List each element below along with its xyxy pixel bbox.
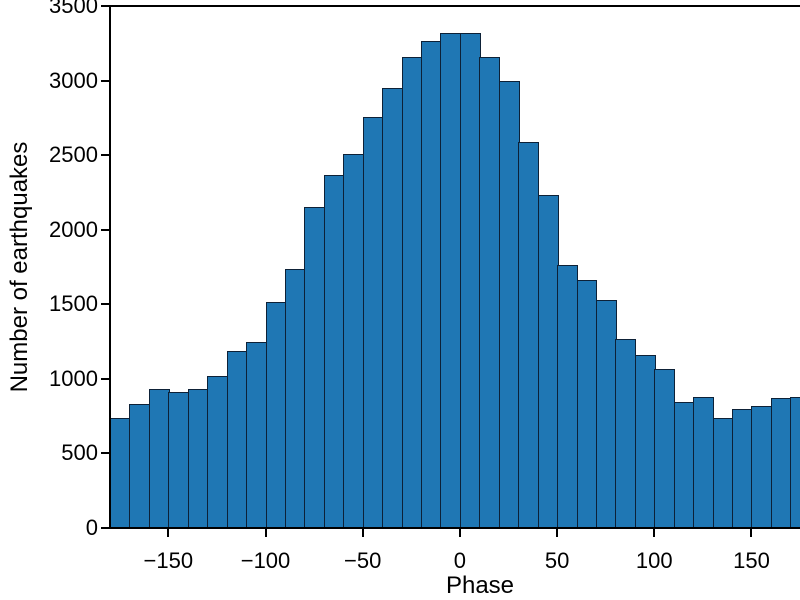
histogram-bar bbox=[110, 417, 131, 528]
y-tick-mark bbox=[101, 79, 109, 82]
histogram-bar bbox=[148, 389, 170, 528]
x-tick-mark bbox=[361, 529, 364, 537]
histogram-bar bbox=[654, 369, 676, 528]
y-tick-mark bbox=[101, 228, 109, 231]
histogram-bar bbox=[207, 375, 229, 528]
histogram-bar bbox=[323, 174, 345, 528]
histogram-bar bbox=[537, 195, 559, 528]
histogram-bar bbox=[265, 302, 287, 528]
histogram-bar bbox=[673, 401, 695, 528]
y-tick-label: 1500 bbox=[49, 291, 98, 317]
x-tick-label: 0 bbox=[453, 548, 467, 573]
histogram-bar bbox=[246, 342, 267, 528]
histogram-bar bbox=[421, 41, 442, 528]
x-axis-spine bbox=[109, 527, 800, 529]
histogram-bar bbox=[557, 264, 579, 528]
histogram-bar bbox=[479, 57, 501, 528]
y-tick-label: 3500 bbox=[49, 0, 98, 18]
y-tick-mark bbox=[101, 452, 109, 455]
x-tick-label: −100 bbox=[240, 548, 291, 573]
histogram-bar bbox=[751, 405, 773, 528]
histogram-bar bbox=[284, 268, 306, 528]
histogram-bar bbox=[382, 88, 404, 528]
histogram-bar bbox=[440, 32, 462, 528]
x-tick-mark bbox=[458, 529, 461, 537]
histogram-bar bbox=[732, 408, 753, 528]
histogram-bar bbox=[634, 355, 656, 528]
top-spine bbox=[109, 5, 800, 7]
histogram-bar bbox=[187, 388, 209, 528]
y-tick-mark bbox=[101, 5, 109, 7]
histogram-bar bbox=[401, 56, 423, 528]
histogram-bar bbox=[304, 207, 326, 528]
histogram-bar bbox=[343, 153, 365, 528]
x-tick-mark bbox=[750, 529, 753, 537]
x-tick-mark bbox=[556, 529, 559, 537]
x-tick-label: 150 bbox=[733, 548, 770, 573]
y-axis-label: Number of earthquakes bbox=[6, 141, 33, 393]
histogram-bar bbox=[770, 397, 792, 528]
histogram-bar bbox=[498, 80, 520, 528]
histogram-bar bbox=[615, 338, 637, 528]
x-tick-label: 100 bbox=[635, 548, 673, 573]
y-tick-label: 0 bbox=[85, 515, 98, 540]
histogram-bar bbox=[459, 32, 481, 528]
y-axis-spine bbox=[109, 5, 111, 529]
y-tick-label: 2000 bbox=[49, 216, 98, 242]
x-tick-mark bbox=[167, 529, 170, 537]
x-tick-label: −150 bbox=[143, 548, 194, 573]
histogram-bar bbox=[362, 117, 384, 528]
y-tick-label: 500 bbox=[61, 440, 98, 466]
x-tick-mark bbox=[653, 529, 656, 537]
histogram-bar bbox=[518, 141, 540, 528]
x-axis-label: Phase bbox=[445, 572, 515, 599]
x-tick-mark bbox=[264, 529, 267, 537]
y-tick-mark bbox=[101, 527, 109, 529]
histogram-bar bbox=[129, 404, 151, 528]
y-tick-mark bbox=[101, 377, 109, 380]
histogram-bar bbox=[168, 391, 190, 528]
y-tick-label: 3000 bbox=[49, 67, 98, 93]
plot-area bbox=[110, 6, 800, 528]
histogram-bar bbox=[693, 396, 715, 528]
histogram-bar bbox=[595, 299, 617, 528]
histogram-bar bbox=[576, 279, 598, 528]
y-tick-mark bbox=[101, 154, 109, 157]
histogram-bar bbox=[712, 417, 734, 528]
histogram-bar bbox=[226, 351, 248, 528]
y-tick-mark bbox=[101, 303, 109, 306]
x-tick-label: 50 bbox=[544, 548, 570, 573]
x-tick-label: −50 bbox=[344, 548, 382, 573]
histogram-bar bbox=[790, 396, 800, 528]
y-tick-label: 2500 bbox=[49, 142, 98, 168]
y-tick-label: 1000 bbox=[49, 365, 98, 391]
